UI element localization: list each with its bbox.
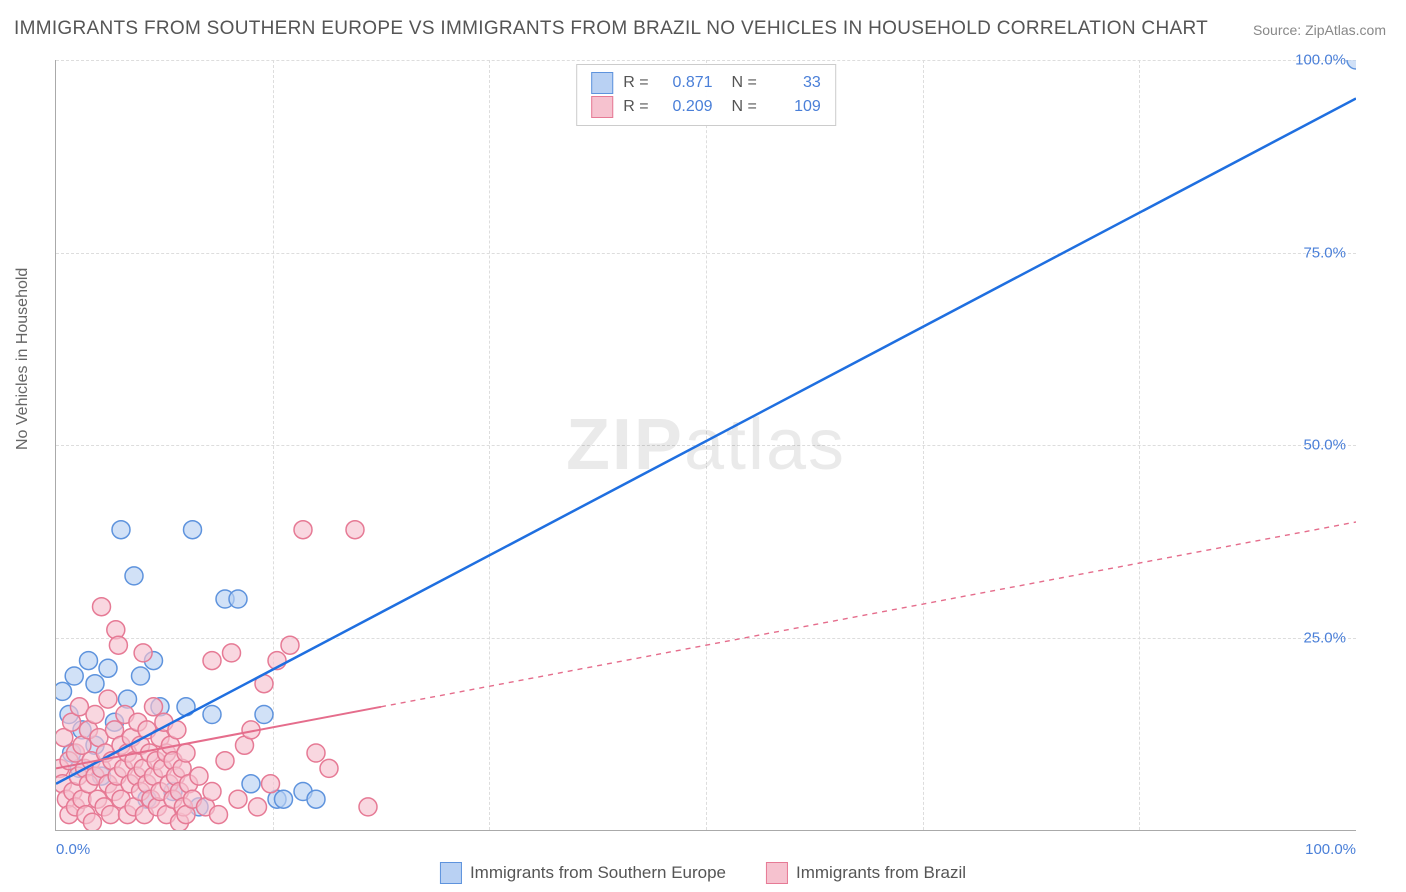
trend-line-extrapolated bbox=[381, 522, 1356, 707]
scatter-point bbox=[307, 744, 325, 762]
scatter-point bbox=[242, 775, 260, 793]
scatter-point bbox=[223, 644, 241, 662]
legend-label: Immigrants from Southern Europe bbox=[470, 863, 726, 883]
stats-row: R = 0.209 N = 109 bbox=[591, 95, 821, 119]
stats-row: R = 0.871 N = 33 bbox=[591, 71, 821, 95]
scatter-point bbox=[93, 598, 111, 616]
scatter-point bbox=[346, 521, 364, 539]
scatter-point bbox=[294, 521, 312, 539]
scatter-point bbox=[184, 521, 202, 539]
trend-line bbox=[56, 99, 1356, 784]
scatter-point bbox=[229, 790, 247, 808]
scatter-point bbox=[359, 798, 377, 816]
legend-swatch bbox=[766, 862, 788, 884]
stat-n-label: N = bbox=[723, 71, 757, 95]
scatter-point bbox=[320, 759, 338, 777]
scatter-point bbox=[56, 682, 72, 700]
source-attribution: Source: ZipAtlas.com bbox=[1253, 22, 1386, 38]
legend-label: Immigrants from Brazil bbox=[796, 863, 966, 883]
scatter-point bbox=[134, 644, 152, 662]
scatter-point bbox=[80, 652, 98, 670]
stat-r-value: 0.209 bbox=[659, 95, 713, 119]
scatter-point bbox=[86, 706, 104, 724]
legend-swatch bbox=[440, 862, 462, 884]
x-axis-legend: Immigrants from Southern Europe Immigrant… bbox=[440, 862, 966, 884]
scatter-point bbox=[145, 698, 163, 716]
scatter-point bbox=[275, 790, 293, 808]
scatter-point bbox=[255, 706, 273, 724]
scatter-point bbox=[203, 783, 221, 801]
scatter-point bbox=[83, 813, 101, 830]
scatter-point bbox=[65, 667, 83, 685]
x-tick-label: 0.0% bbox=[56, 841, 90, 858]
stat-n-value: 33 bbox=[767, 71, 821, 95]
stat-r-label: R = bbox=[623, 95, 648, 119]
scatter-point bbox=[125, 567, 143, 585]
scatter-point bbox=[86, 675, 104, 693]
scatter-point bbox=[203, 706, 221, 724]
scatter-point bbox=[210, 806, 228, 824]
chart-title: IMMIGRANTS FROM SOUTHERN EUROPE VS IMMIG… bbox=[14, 18, 1208, 40]
stat-r-label: R = bbox=[623, 71, 648, 95]
scatter-point bbox=[249, 798, 267, 816]
scatter-point bbox=[216, 752, 234, 770]
x-tick-label: 100.0% bbox=[1305, 841, 1356, 858]
scatter-plot-svg bbox=[56, 60, 1356, 830]
scatter-point bbox=[307, 790, 325, 808]
legend-item: Immigrants from Brazil bbox=[766, 862, 966, 884]
stat-n-label: N = bbox=[723, 95, 757, 119]
y-axis-label: No Vehicles in Household bbox=[14, 268, 32, 450]
scatter-point bbox=[190, 767, 208, 785]
legend-item: Immigrants from Southern Europe bbox=[440, 862, 726, 884]
scatter-point bbox=[1347, 60, 1356, 69]
stat-r-value: 0.871 bbox=[659, 71, 713, 95]
scatter-point bbox=[109, 636, 127, 654]
correlation-stats-box: R = 0.871 N = 33 R = 0.209 N = 109 bbox=[576, 64, 836, 126]
scatter-point bbox=[102, 806, 120, 824]
scatter-point bbox=[112, 521, 130, 539]
scatter-point bbox=[99, 690, 117, 708]
scatter-point bbox=[229, 590, 247, 608]
scatter-point bbox=[132, 667, 150, 685]
chart-plot-area: ZIPatlas R =0.871 N =33R =0.209 N =109 2… bbox=[55, 60, 1356, 831]
scatter-point bbox=[281, 636, 299, 654]
scatter-point bbox=[177, 744, 195, 762]
scatter-point bbox=[203, 652, 221, 670]
series-swatch bbox=[591, 72, 613, 94]
scatter-point bbox=[262, 775, 280, 793]
scatter-point bbox=[99, 659, 117, 677]
stat-n-value: 109 bbox=[767, 95, 821, 119]
series-swatch bbox=[591, 96, 613, 118]
